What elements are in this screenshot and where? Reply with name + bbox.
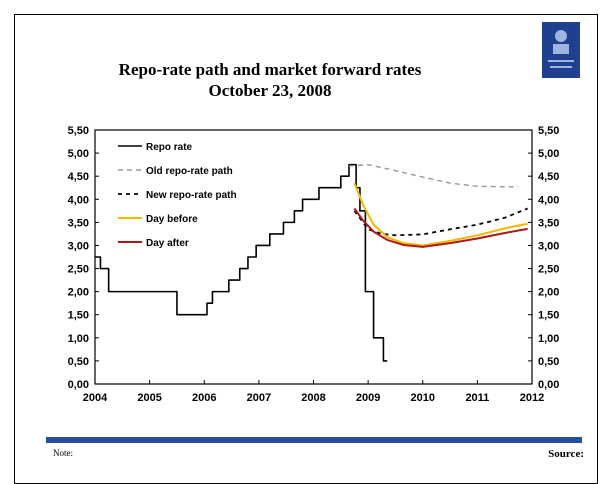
legend-label-4: Day after — [146, 238, 189, 249]
riksbank-logo — [542, 22, 580, 78]
x-tick-label: 2004 — [83, 392, 108, 404]
chart-title: Repo-rate path and market forward rates — [118, 60, 422, 79]
y-tick-label-left: 5,00 — [68, 148, 89, 160]
y-tick-label-left: 2,00 — [68, 287, 89, 299]
y-tick-label-left: 0,00 — [68, 379, 89, 391]
y-tick-label-left: 2,50 — [68, 264, 89, 276]
y-tick-label-left: 3,00 — [68, 240, 89, 252]
y-tick-label-right: 3,00 — [538, 240, 559, 252]
y-tick-label-right: 3,50 — [538, 217, 559, 229]
y-tick-label-left: 0,50 — [68, 356, 89, 368]
x-tick-label: 2012 — [520, 392, 544, 404]
y-tick-label-left: 5,50 — [68, 125, 89, 137]
y-tick-label-left: 3,50 — [68, 217, 89, 229]
y-tick-label-right: 5,50 — [538, 125, 559, 137]
series-line-4 — [353, 207, 528, 248]
series-line-3 — [353, 182, 528, 247]
slide: Repo-rate path and market forward rates … — [14, 14, 598, 484]
chart-subtitle: October 23, 2008 — [208, 81, 332, 100]
x-tick-label: 2011 — [465, 392, 489, 404]
x-tick-label: 2006 — [192, 392, 216, 404]
series-line-1 — [348, 163, 519, 188]
y-tick-label-right: 2,00 — [538, 287, 559, 299]
series-line-0 — [95, 163, 388, 362]
y-tick-label-left: 4,50 — [68, 171, 89, 183]
x-tick-label: 2009 — [356, 392, 380, 404]
y-tick-label-left: 4,00 — [68, 194, 89, 206]
footer-bar — [46, 437, 582, 443]
y-tick-label-right: 1,50 — [538, 310, 559, 322]
y-tick-label-right: 4,00 — [538, 194, 559, 206]
y-tick-label-right: 0,00 — [538, 379, 559, 391]
legend-label-3: Day before — [146, 214, 198, 225]
x-tick-label: 2008 — [301, 392, 325, 404]
x-tick-label: 2010 — [411, 392, 435, 404]
y-tick-label-right: 4,50 — [538, 171, 559, 183]
x-tick-label: 2005 — [137, 392, 161, 404]
footer-source: Source: — [548, 448, 584, 460]
y-tick-label-right: 5,00 — [538, 148, 559, 160]
y-tick-label-left: 1,50 — [68, 310, 89, 322]
chart-svg: 0,00 0,00 0,50 0,50 1,00 1,00 1,50 1,50 2,00 2,00… — [68, 125, 560, 404]
riksbank-crest-icon — [548, 30, 574, 68]
legend-label-1: Old repo-rate path — [146, 166, 233, 177]
y-tick-label-right: 1,00 — [538, 333, 559, 345]
legend-label-2: New repo-rate path — [146, 190, 237, 201]
y-tick-label-right: 0,50 — [538, 356, 559, 368]
legend-label-0: Repo rate — [146, 142, 193, 153]
footer-note: Note: — [53, 448, 73, 458]
y-tick-label-right: 2,50 — [538, 264, 559, 276]
y-tick-label-left: 1,00 — [68, 333, 89, 345]
x-tick-label: 2007 — [247, 392, 271, 404]
